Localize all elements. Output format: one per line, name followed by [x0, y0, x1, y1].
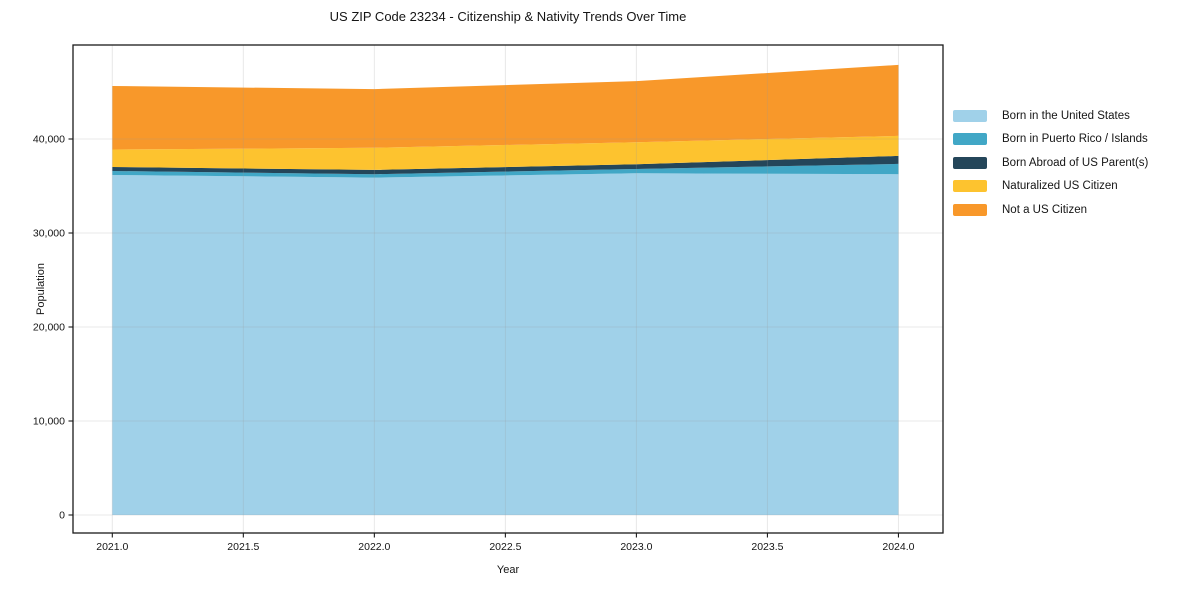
tick-labels-group: 2021.0 2021.5 2022.0 2022.5 2023.0 2023.5 2024… [33, 133, 915, 553]
legend-swatch-icon [953, 203, 987, 216]
ticks-group [68, 138, 900, 538]
area-born-in-the-united-states [112, 173, 899, 516]
y-tick-label: 30,000 [33, 227, 65, 239]
y-axis-label: Population [35, 263, 47, 315]
x-tick-label: 2022.0 [358, 541, 390, 553]
x-tick-label: 2021.5 [227, 541, 259, 553]
x-tick-label: 2024.0 [882, 541, 914, 553]
y-tick-label: 10,000 [33, 415, 65, 427]
x-tick-label: 2023.0 [620, 541, 652, 553]
legend-swatch-icon [953, 133, 987, 146]
area-born-in-puerto-rico-islands [112, 163, 899, 178]
plot-border [72, 44, 944, 534]
area-born-abroad-of-us-parent-s [112, 155, 899, 175]
legend-item: Naturalized US Citizen [953, 175, 1148, 199]
legend-swatch-icon [953, 109, 987, 122]
areas-group [112, 64, 899, 516]
legend-label: Born in Puerto Rico / Islands [1002, 133, 1148, 146]
legend-swatch-icon [953, 156, 987, 169]
y-tick-label: 0 [59, 509, 65, 521]
legend: Born in the United States Born in Puerto … [953, 104, 1148, 222]
legend-swatch-icon [953, 180, 987, 193]
legend-label: Naturalized US Citizen [1002, 180, 1118, 193]
legend-item: Born in Puerto Rico / Islands [953, 128, 1148, 152]
legend-item: Born in the United States [953, 104, 1148, 128]
area-naturalized-us-citizen [112, 135, 899, 170]
legend-item: Born Abroad of US Parent(s) [953, 151, 1148, 175]
gridlines-group [73, 45, 943, 533]
x-tick-label: 2021.0 [96, 541, 128, 553]
y-tick-label: 20,000 [33, 321, 65, 333]
area-not-a-us-citizen [112, 64, 899, 150]
legend-label: Born Abroad of US Parent(s) [1002, 156, 1149, 169]
legend-label: Born in the United States [1002, 109, 1130, 122]
y-tick-label: 40,000 [33, 133, 65, 145]
chart-title: US ZIP Code 23234 - Citizenship & Nativi… [329, 9, 687, 24]
x-tick-label: 2022.5 [489, 541, 521, 553]
legend-item: Not a US Citizen [953, 198, 1148, 222]
x-axis-label: Year [496, 564, 520, 576]
x-tick-label: 2023.5 [751, 541, 783, 553]
legend-label: Not a US Citizen [1002, 203, 1088, 216]
